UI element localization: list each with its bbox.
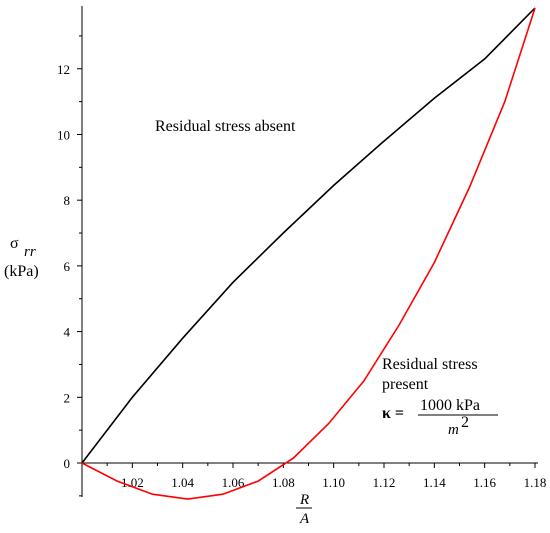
y-tick-label: 2 — [64, 390, 71, 405]
y-tick-label: 10 — [57, 127, 70, 142]
x-tick-label: 1.14 — [423, 475, 446, 490]
y-tick-label: 12 — [57, 62, 70, 77]
y-tick-label: 8 — [64, 193, 71, 208]
annotation-absent: Residual stress absent — [155, 118, 296, 135]
y-axis-label-symbol: σ — [10, 235, 19, 252]
y-tick-label: 0 — [64, 456, 71, 471]
x-tick-label: 1.10 — [322, 475, 345, 490]
x-tick-label: 1.02 — [121, 475, 144, 490]
series-line-absent — [81, 7, 536, 464]
series-line-present — [81, 7, 536, 500]
axes — [81, 6, 538, 497]
x-axis-label-numerator: R — [299, 492, 309, 508]
y-tick-label: 4 — [64, 325, 71, 340]
x-ticks: 1.02 1.04 1.06 1.08 1.10 1.12 1.14 1.16 1.18 — [106, 463, 547, 490]
annotation-present-line2: present — [382, 376, 429, 393]
y-axis-label-subscript: rr — [24, 244, 36, 260]
y-ticks: 0 2 4 6 8 10 12 — [57, 35, 82, 497]
x-tick-label: 1.12 — [373, 475, 396, 490]
x-axis-label-denominator: A — [299, 511, 310, 527]
x-tick-label: 1.18 — [524, 475, 547, 490]
annotation-kappa-denominator-base: m — [448, 422, 459, 438]
annotation-kappa-denominator-exp: 2 — [461, 414, 469, 431]
x-tick-label: 1.04 — [171, 475, 194, 490]
annotation-present-line1: Residual stress — [382, 356, 478, 373]
annotation-kappa-numerator: 1000 kPa — [420, 397, 480, 414]
series-layer — [81, 7, 536, 500]
x-tick-label: 1.06 — [222, 475, 245, 490]
y-tick-label: 6 — [64, 259, 71, 274]
x-tick-label: 1.08 — [272, 475, 295, 490]
x-tick-label: 1.16 — [473, 475, 496, 490]
annotation-kappa: κ = — [382, 405, 404, 422]
y-axis-label-unit: (kPa) — [4, 263, 39, 280]
